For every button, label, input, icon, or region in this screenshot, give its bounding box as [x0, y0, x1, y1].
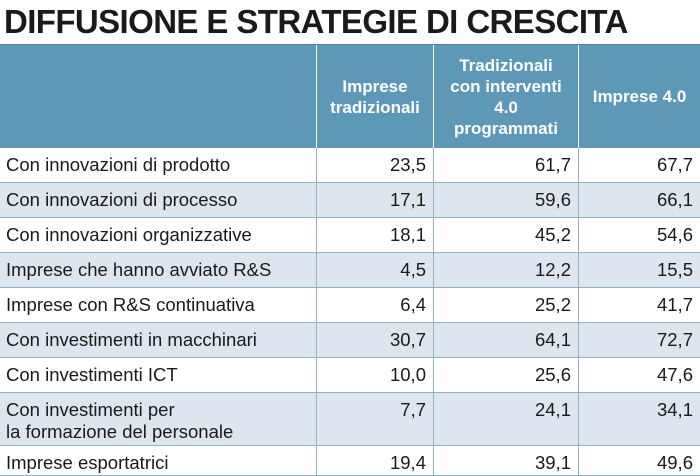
table-row: Con innovazioni di processo 17,1 59,6 66,1	[0, 183, 700, 218]
page-title: DIFFUSIONE E STRATEGIE DI CRESCITA	[4, 3, 628, 40]
table-row: Imprese con R&S continuativa 6,4 25,2 41,7	[0, 288, 700, 323]
value-imprese-tradizionali: 4,5	[316, 253, 433, 287]
value-tradizionali-interventi-40: 61,7	[433, 148, 578, 182]
value-imprese-40: 15,5	[578, 253, 700, 287]
table-row: Imprese esportatrici 19,4 39,1 49,6	[0, 446, 700, 476]
value-imprese-40: 72,7	[578, 323, 700, 357]
row-label: Imprese esportatrici	[6, 452, 169, 473]
value-imprese-40: 34,1	[578, 393, 700, 445]
value-imprese-40: 49,6	[578, 446, 700, 475]
row-label: Con investimenti per la formazione del p…	[6, 399, 234, 442]
value-imprese-tradizionali: 30,7	[316, 323, 433, 357]
value-tradizionali-interventi-40: 64,1	[433, 323, 578, 357]
value-imprese-tradizionali: 19,4	[316, 446, 433, 475]
value-imprese-40: 41,7	[578, 288, 700, 322]
row-label: Con innovazioni di processo	[6, 189, 238, 210]
column-header-imprese-tradizionali: Imprese tradizionali	[316, 45, 433, 148]
table-row: Con investimenti per la formazione del p…	[0, 393, 700, 446]
table-row: Imprese che hanno avviato R&S 4,5 12,2 15,5	[0, 253, 700, 288]
value-imprese-tradizionali: 7,7	[316, 393, 433, 445]
column-header-tradizionali-interventi-40: Tradizionali con interventi 4.0 programm…	[433, 45, 578, 148]
value-tradizionali-interventi-40: 39,1	[433, 446, 578, 475]
value-tradizionali-interventi-40: 24,1	[433, 393, 578, 445]
table-body: Con innovazioni di prodotto 23,5 61,7 67,7 C…	[0, 148, 700, 476]
value-imprese-tradizionali: 18,1	[316, 218, 433, 252]
value-imprese-40: 47,6	[578, 358, 700, 392]
column-header-category	[0, 45, 316, 148]
row-label: Con investimenti ICT	[6, 364, 178, 385]
value-tradizionali-interventi-40: 25,2	[433, 288, 578, 322]
value-tradizionali-interventi-40: 25,6	[433, 358, 578, 392]
value-imprese-40: 54,6	[578, 218, 700, 252]
row-label: Con innovazioni di prodotto	[6, 154, 231, 175]
table-row: Con innovazioni di prodotto 23,5 61,7 67,7	[0, 148, 700, 183]
value-imprese-tradizionali: 17,1	[316, 183, 433, 217]
table-header: Imprese tradizionali Tradizionali con in…	[0, 44, 700, 148]
column-header-imprese-40: Imprese 4.0	[578, 45, 700, 148]
value-imprese-40: 66,1	[578, 183, 700, 217]
value-tradizionali-interventi-40: 12,2	[433, 253, 578, 287]
row-label: Con innovazioni organizzative	[6, 224, 252, 245]
value-imprese-40: 67,7	[578, 148, 700, 182]
value-tradizionali-interventi-40: 45,2	[433, 218, 578, 252]
value-tradizionali-interventi-40: 59,6	[433, 183, 578, 217]
table-row: Con investimenti in macchinari 30,7 64,1 72…	[0, 323, 700, 358]
value-imprese-tradizionali: 23,5	[316, 148, 433, 182]
table-row: Con innovazioni organizzative 18,1 45,2 54,…	[0, 218, 700, 253]
data-table: Imprese tradizionali Tradizionali con in…	[0, 44, 700, 476]
value-imprese-tradizionali: 10,0	[316, 358, 433, 392]
value-imprese-tradizionali: 6,4	[316, 288, 433, 322]
row-label: Imprese con R&S continuativa	[6, 294, 255, 315]
row-label: Con investimenti in macchinari	[6, 329, 257, 350]
row-label: Imprese che hanno avviato R&S	[6, 259, 272, 280]
table-row: Con investimenti ICT 10,0 25,6 47,6	[0, 358, 700, 393]
